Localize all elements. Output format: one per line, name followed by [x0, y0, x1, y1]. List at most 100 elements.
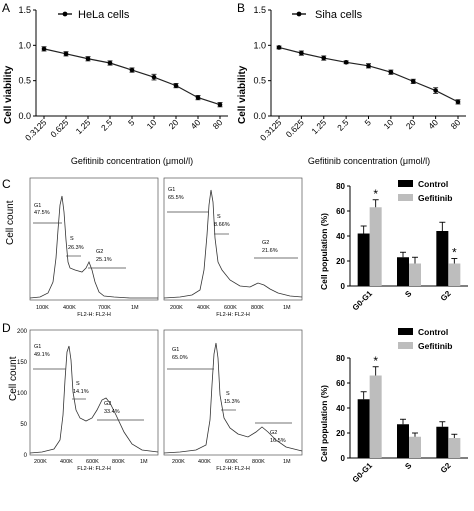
- hist-xtick-c2-3: 800K: [251, 305, 264, 311]
- data-point-a-8: [217, 102, 223, 107]
- data-point-a-4: [129, 67, 135, 73]
- histogram-trace-d2: [163, 342, 303, 454]
- y-tick-label-b-2: 1.0: [253, 40, 266, 50]
- bar-y-tick-label-d-3: 60: [336, 379, 345, 388]
- series-line-b: [278, 46, 459, 103]
- bar-ylabel-d: Cell population (%): [319, 385, 329, 462]
- significance-star-c-1: *: [452, 246, 457, 260]
- line-chart-a: 0.00.51.01.50.3125 0.625 1.25 2.5 5 10 20 40 80: [18, 5, 228, 143]
- gate-g2-label-d2: G2: [270, 430, 277, 436]
- bar-y-tick-label-d-4: 80: [336, 354, 345, 363]
- hist-xtick-d2-4: 1M: [283, 459, 291, 465]
- gate-s-pct-c2: 8.66%: [214, 222, 230, 228]
- hist-xtick-d1-0: 200K: [34, 459, 47, 465]
- legend-label-control-d: Control: [418, 327, 448, 337]
- histogram-d2: G1 65.0% S 15.3% G2 16.5% 200K 400K 600K…: [163, 329, 303, 472]
- bar-category-label-d-2: G2: [439, 461, 453, 475]
- data-point-b-5: [388, 69, 394, 75]
- y-tick-label-b-3: 1.5: [253, 5, 266, 15]
- bar-category-label-c-2: G2: [439, 289, 453, 303]
- hist-xtick-d2-3: 800K: [252, 459, 265, 465]
- hist-ytick-d-0: 0: [24, 453, 28, 459]
- legend-marker-b: [296, 11, 302, 17]
- data-point-b-4: [366, 63, 371, 69]
- x-tick-label-b-6: 20: [404, 117, 418, 131]
- legend-label-control-c: Control: [418, 179, 448, 189]
- data-point-b-3: [343, 59, 349, 65]
- legend-swatch-gefitinib-d: [398, 342, 413, 349]
- x-tick-label-b-4: 5: [362, 117, 373, 128]
- hist-xtick-d1-3: 800K: [112, 459, 125, 465]
- data-point-b-8: [455, 99, 461, 105]
- gate-s-label-d2: S: [226, 391, 230, 397]
- bar-y-tick-label-d-1: 20: [336, 429, 345, 438]
- legend-swatch-control-d: [398, 328, 413, 335]
- hist-xtick-d2-2: 600K: [225, 459, 238, 465]
- histogram-c2: G1 65.5% S 8.66% G2 21.6% 200K 400K 600K…: [163, 177, 303, 318]
- bar-d-control-1: [397, 424, 409, 458]
- xlabel-b: Gefitinib concentration (μmol/l): [308, 156, 430, 166]
- data-point-a-0: [41, 46, 47, 52]
- x-tick-label-a-6: 20: [167, 117, 181, 131]
- hist-xtick-c2-2: 600K: [224, 305, 237, 311]
- hist-frame-c2: [163, 177, 303, 301]
- xlabel-a: Gefitinib concentration (μmol/l): [71, 156, 193, 166]
- bar-y-tick-label-c-4: 80: [336, 182, 345, 191]
- gate-s-label-c2: S: [217, 214, 221, 220]
- hist-xtick-d1-1: 400K: [60, 459, 73, 465]
- hist-frame-c1: [29, 177, 159, 301]
- x-tick-label-a-5: 10: [145, 117, 159, 131]
- data-point-a-6: [173, 83, 179, 88]
- bar-category-label-d-1: S: [403, 461, 414, 472]
- bar-c-gefitinib-1: [409, 263, 421, 286]
- hist-xtick-c1-3: 1M: [131, 305, 139, 311]
- y-tick-label-b-0: 0.0: [253, 111, 266, 121]
- hist-xtick-d2-1: 400K: [198, 459, 211, 465]
- bar-d-control-0: [357, 399, 370, 458]
- hist-xaxis-c1: FL2-H: FL2-H: [77, 312, 111, 318]
- data-point-b-1: [299, 50, 304, 56]
- x-tick-label-b-3: 2.5: [335, 117, 351, 133]
- legend-label-gefitinib-d: Gefitinib: [418, 341, 452, 351]
- x-tick-label-a-2: 1.25: [74, 117, 93, 136]
- gate-s-pct-c1: 26.3%: [68, 245, 84, 251]
- x-tick-label-b-5: 10: [382, 117, 396, 131]
- data-point-a-2: [85, 56, 91, 62]
- hist-frame-d1: [29, 329, 159, 456]
- data-point-a-1: [63, 51, 69, 57]
- line-chart-b: 0.00.51.01.50.3125 0.625 1.25 2.5 5 10 20 40 80: [253, 5, 466, 143]
- bar-d-control-2: [436, 426, 449, 458]
- legend-label-b: Siha cells: [315, 9, 363, 21]
- data-point-b-6: [410, 79, 416, 84]
- panel-d-letter: D: [2, 321, 11, 335]
- panel-b-letter: B: [237, 1, 245, 15]
- data-point-a-7: [195, 95, 201, 100]
- legend-marker-a: [62, 11, 68, 17]
- gate-g1-pct-d1: 49.1%: [34, 352, 50, 358]
- histogram-trace-c2: [163, 189, 303, 299]
- legend-label-a: HeLa cells: [78, 9, 130, 21]
- hist-frame-d2: [163, 329, 303, 456]
- hist-xtick-c2-1: 400K: [197, 305, 210, 311]
- gate-g1-label-d2: G1: [172, 347, 179, 353]
- hist-xtick-d1-2: 600K: [86, 459, 99, 465]
- gate-s-label-c1: S: [70, 236, 74, 242]
- data-point-a-5: [151, 74, 157, 80]
- data-point-b-7: [433, 88, 438, 93]
- bar-y-tick-label-c-3: 60: [336, 207, 345, 216]
- bar-y-tick-label-d-0: 0: [341, 454, 346, 463]
- gate-g1-label-c1: G1: [34, 203, 41, 209]
- bar-c-control-1: [397, 257, 409, 286]
- hist-xaxis-d2: FL2-H: FL2-H: [216, 466, 250, 472]
- bar-c-control-0: [357, 233, 370, 286]
- bar-c-control-2: [436, 231, 449, 286]
- hist-xaxis-c2: FL2-H: FL2-H: [216, 312, 250, 318]
- bar-category-label-d-0: G0-G1: [351, 461, 375, 485]
- bar-y-tick-label-d-2: 40: [336, 404, 345, 413]
- hist-xtick-c2-0: 200K: [170, 305, 183, 311]
- gate-g2-label-c1: G2: [96, 249, 103, 255]
- gate-g2-label-d1: G2: [104, 401, 111, 407]
- x-tick-label-a-7: 40: [189, 117, 203, 131]
- data-point-b-2: [321, 55, 327, 61]
